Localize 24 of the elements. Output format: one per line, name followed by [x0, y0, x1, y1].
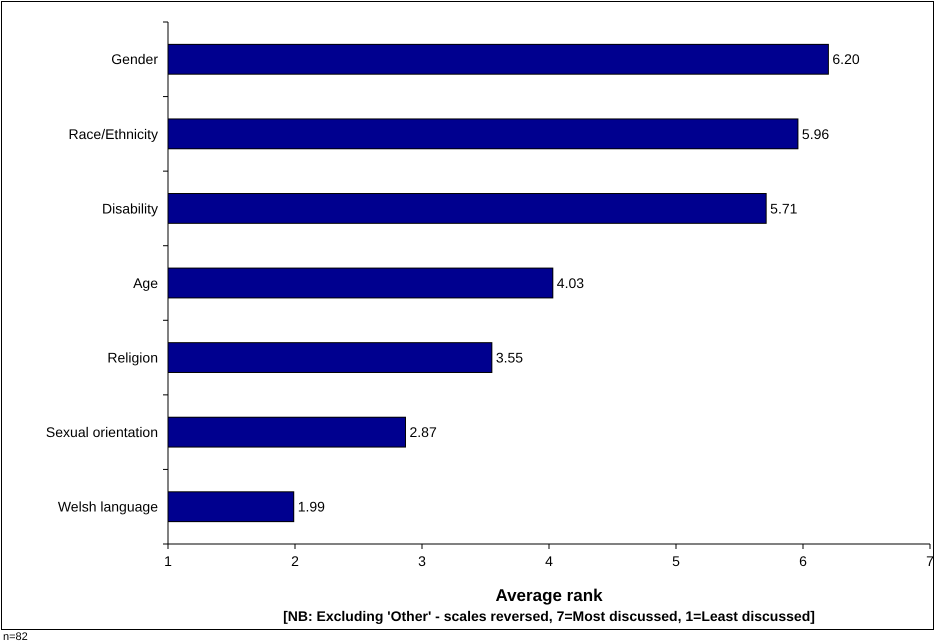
- x-tick-label: 4: [545, 553, 554, 569]
- data-label: 4.03: [556, 274, 584, 291]
- x-tick-label: 2: [291, 553, 300, 569]
- data-label: 5.96: [802, 126, 830, 142]
- y-tick-label: Disability: [102, 200, 158, 216]
- y-tick-label: Welsh language: [58, 498, 158, 515]
- x-tick-label: 5: [672, 553, 680, 569]
- data-label: 1.99: [298, 498, 326, 515]
- y-tick-label: Race/Ethnicity: [68, 126, 158, 142]
- text: [NB: Excluding 'Other' - scales reversed, 7=Most discussed, 1=Least discussed]: [283, 608, 815, 624]
- y-tick-label: Sexual orientation: [46, 424, 158, 440]
- x-tick-label: 1: [164, 553, 172, 569]
- x-tick-label: 6: [799, 553, 808, 569]
- x-axis-title: Average rank: [495, 586, 604, 605]
- x-tick-label: 3: [418, 553, 426, 569]
- y-tick-label: Gender: [111, 51, 158, 68]
- y-tick-label: Religion: [107, 349, 158, 366]
- data-label: 2.87: [409, 424, 437, 440]
- x-tick-label: 7: [926, 553, 934, 569]
- y-tick-label: Age: [133, 274, 158, 291]
- data-label: 6.20: [832, 51, 860, 68]
- data-label: 5.71: [770, 200, 798, 216]
- text: n=82: [3, 631, 28, 643]
- data-label: 3.55: [496, 349, 524, 366]
